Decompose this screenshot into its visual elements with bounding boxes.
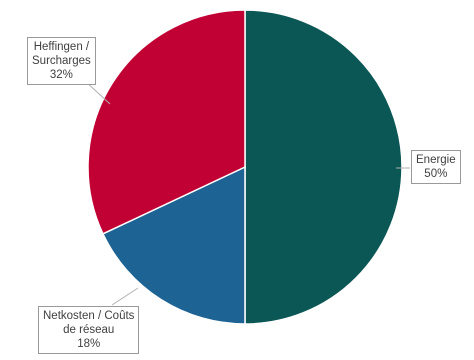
data-label-energie-line-1: Energie xyxy=(416,154,456,166)
data-label-heffingen: Heffingen / Surcharges 32% xyxy=(27,37,96,85)
data-label-energie: Energie 50% xyxy=(411,150,461,184)
data-label-netkosten-line-1: Netkosten / Coûts xyxy=(43,310,135,322)
data-label-netkosten-line-2: de réseau xyxy=(63,324,115,336)
data-label-netkosten: Netkosten / Coûts de réseau 18% xyxy=(38,306,140,354)
pie-slice-heffingen xyxy=(87,9,246,235)
data-label-netkosten-value: 18% xyxy=(77,338,101,350)
data-label-heffingen-line-1: Heffingen / xyxy=(33,41,90,53)
data-label-heffingen-line-2: Surcharges xyxy=(32,55,91,67)
data-label-heffingen-value: 32% xyxy=(49,69,73,81)
leader-line-netkosten xyxy=(111,287,139,306)
pie-slices xyxy=(87,9,403,325)
data-label-energie-value: 50% xyxy=(424,168,448,180)
pie-slice-netkosten xyxy=(101,165,246,325)
pie-slice-energie xyxy=(244,9,403,325)
